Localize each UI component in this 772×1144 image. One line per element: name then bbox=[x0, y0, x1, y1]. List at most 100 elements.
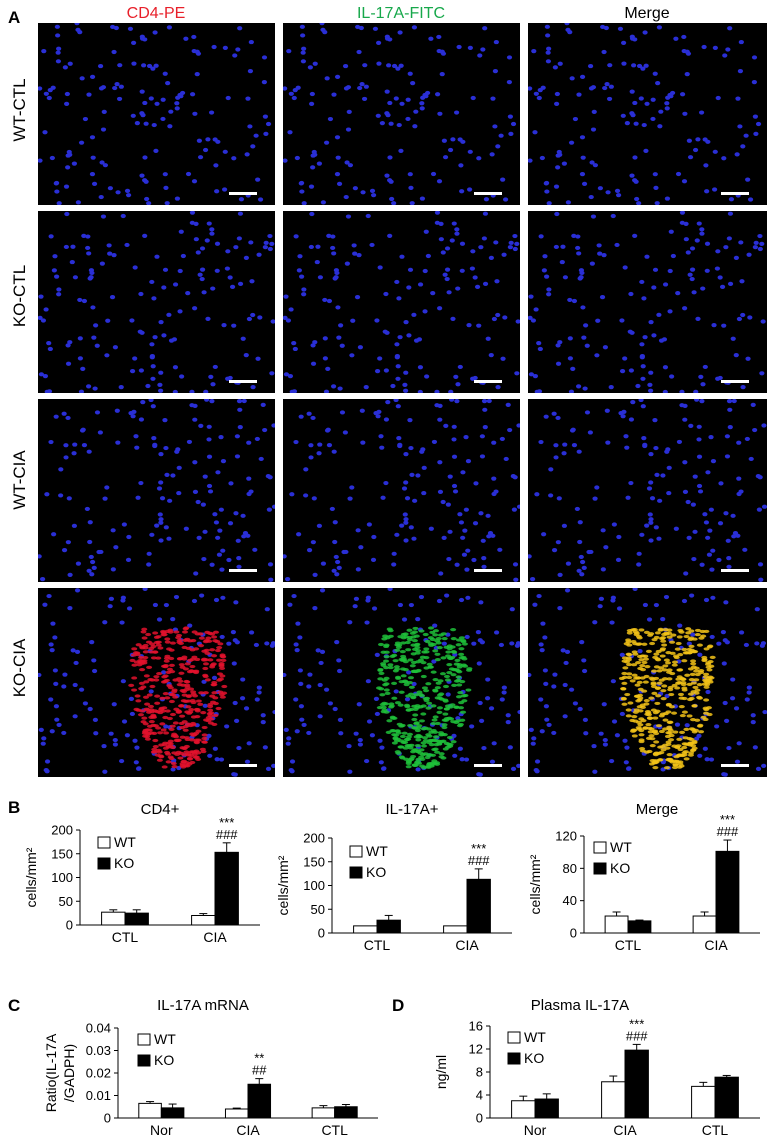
micrograph-ko-cia-cd4 bbox=[38, 588, 275, 777]
significance-marker: *** bbox=[219, 815, 234, 830]
chart-il17a-mrna: IL-17A mRNA Ratio(IL-17A/GADPH) 0 0.01 0.02 0… bbox=[43, 997, 378, 1138]
significance-marker: ### bbox=[717, 824, 739, 839]
scale-bar bbox=[229, 380, 257, 383]
micrograph-wt-ctl-il17a bbox=[283, 23, 520, 205]
column-header-merge: Merge bbox=[624, 5, 670, 22]
legend-label-wt: WT bbox=[114, 834, 136, 850]
y-tick-label: 12 bbox=[469, 1042, 483, 1057]
micrograph-ko-cia-merge bbox=[528, 588, 767, 777]
legend-label-wt: WT bbox=[524, 1029, 546, 1045]
significance-marker: ### bbox=[216, 827, 238, 842]
legend-label-ko: KO bbox=[524, 1050, 544, 1066]
bar-wt bbox=[604, 915, 629, 934]
y-tick-label: 50 bbox=[59, 894, 73, 909]
panel-label-c: C bbox=[8, 996, 21, 1015]
row-label-ko-ctl: KO-CTL bbox=[10, 264, 29, 328]
scale-bar bbox=[474, 569, 502, 572]
x-tick-label: CIA bbox=[455, 937, 479, 953]
panel-label-a: A bbox=[8, 8, 21, 27]
bar-wt bbox=[353, 925, 378, 934]
scale-bar bbox=[721, 380, 749, 383]
scale-bar bbox=[721, 569, 749, 572]
y-axis-label: ng/ml bbox=[433, 1055, 449, 1089]
legend-swatch-wt bbox=[593, 841, 607, 854]
y-tick-label: 100 bbox=[303, 878, 325, 893]
x-tick-label: CTL bbox=[112, 929, 139, 945]
significance-marker: *** bbox=[471, 841, 486, 856]
bar-ko bbox=[160, 1107, 185, 1119]
x-tick-label: CTL bbox=[702, 1122, 729, 1138]
scale-bar bbox=[229, 192, 257, 195]
scale-bar bbox=[721, 764, 749, 767]
scale-bar bbox=[721, 192, 749, 195]
chart-title: IL-17A+ bbox=[386, 801, 439, 818]
y-axis-label: cells/mm² bbox=[23, 847, 39, 907]
significance-marker: ### bbox=[468, 853, 490, 868]
scale-bar bbox=[229, 764, 257, 767]
micrograph-ko-ctl-il17a bbox=[283, 211, 520, 393]
y-tick-label: 4 bbox=[476, 1088, 483, 1103]
y-tick-label: 0.02 bbox=[86, 1066, 111, 1081]
y-axis-label: cells/mm² bbox=[275, 855, 291, 915]
legend-label-ko: KO bbox=[154, 1052, 174, 1068]
bar-wt bbox=[511, 1100, 536, 1119]
chart-il17a: IL-17A+ cells/mm² 0 50 100 150 200 CTL CIA ###***… bbox=[275, 801, 512, 953]
bar-ko bbox=[715, 850, 740, 934]
x-tick-label: CTL bbox=[321, 1122, 348, 1138]
row-label-wt-ctl: WT-CTL bbox=[10, 78, 29, 142]
row-label-wt-cia: WT-CIA bbox=[10, 450, 29, 510]
y-tick-label: 200 bbox=[51, 823, 73, 838]
bar-wt bbox=[443, 925, 468, 934]
bar-wt bbox=[691, 1085, 716, 1119]
bar-ko bbox=[714, 1076, 739, 1119]
y-tick-label: 0 bbox=[318, 926, 325, 941]
legend-swatch-ko bbox=[137, 1054, 151, 1067]
y-tick-label: 0.04 bbox=[86, 1021, 111, 1036]
legend-label-ko: KO bbox=[114, 855, 134, 871]
legend-swatch-ko bbox=[349, 866, 363, 879]
y-tick-label: 50 bbox=[311, 902, 325, 917]
bar-wt bbox=[138, 1102, 162, 1119]
x-tick-label: CTL bbox=[364, 937, 391, 953]
y-tick-label: 0 bbox=[570, 926, 577, 941]
legend-swatch-wt bbox=[97, 836, 111, 849]
x-tick-label: Nor bbox=[524, 1122, 547, 1138]
chart-plasma-il17a: Plasma IL-17A ng/ml 0 4 8 12 16 Nor CIA CTL ###***… bbox=[433, 997, 760, 1138]
row-label-ko-cia: KO-CIA bbox=[10, 638, 29, 698]
micrograph-ko-cia-il17a bbox=[283, 588, 520, 777]
bar-ko bbox=[624, 1049, 649, 1119]
chart-title: Merge bbox=[636, 801, 679, 818]
bar-wt bbox=[692, 915, 717, 934]
bar-ko bbox=[247, 1083, 272, 1119]
bar-ko bbox=[534, 1098, 559, 1119]
micrograph-wt-ctl-cd4 bbox=[38, 23, 275, 205]
y-axis-label: /GADPH) bbox=[61, 1044, 77, 1102]
y-tick-label: 0.01 bbox=[86, 1088, 111, 1103]
bar-wt bbox=[311, 1107, 336, 1119]
chart-cd4: CD4+ cells/mm² 0 50 100 150 200 CTL CIA ###*** WT K… bbox=[23, 801, 260, 945]
scale-bar bbox=[229, 569, 257, 572]
y-tick-label: 200 bbox=[303, 831, 325, 846]
y-tick-label: 150 bbox=[51, 846, 73, 861]
x-tick-label: CIA bbox=[203, 929, 227, 945]
significance-marker: *** bbox=[720, 812, 735, 827]
bar-wt bbox=[191, 915, 216, 926]
column-header-il17a-fitc: IL-17A-FITC bbox=[356, 5, 445, 22]
micrograph-ko-ctl-cd4 bbox=[38, 211, 275, 393]
chart-title: CD4+ bbox=[141, 801, 180, 818]
y-axis-label: Ratio(IL-17A bbox=[43, 1033, 59, 1112]
legend-label-ko: KO bbox=[366, 864, 386, 880]
bar-ko bbox=[124, 912, 149, 926]
scale-bar bbox=[474, 380, 502, 383]
micrograph-wt-cia-merge bbox=[528, 399, 767, 582]
legend-label-wt: WT bbox=[610, 839, 632, 855]
x-tick-label: CIA bbox=[236, 1122, 260, 1138]
y-tick-label: 100 bbox=[51, 870, 73, 885]
scale-bar bbox=[474, 764, 502, 767]
legend-swatch-wt bbox=[507, 1031, 521, 1044]
panel-label-b: B bbox=[8, 798, 21, 817]
micrograph-ko-ctl-merge bbox=[528, 211, 767, 393]
legend-label-ko: KO bbox=[610, 860, 630, 876]
chart-merge: Merge cells/mm² 0 40 80 120 CTL CIA ###*** WT KO bbox=[527, 801, 760, 953]
legend-swatch-ko bbox=[593, 862, 607, 875]
